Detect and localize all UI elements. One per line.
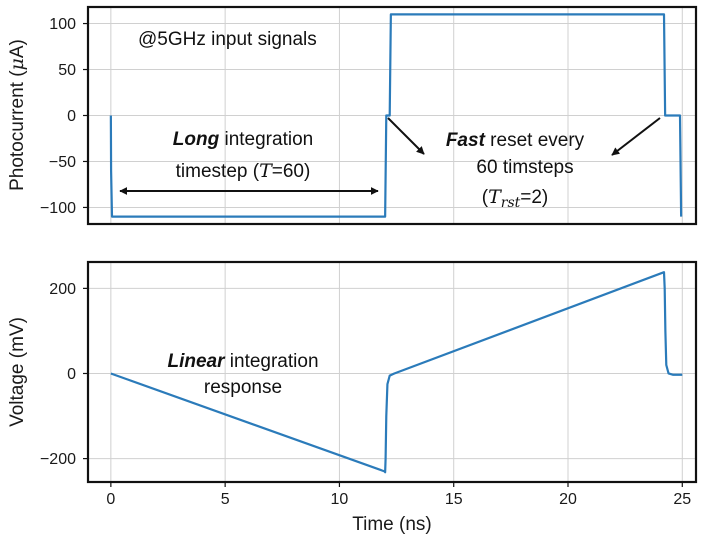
time-x-axis-label: Time (ns) (352, 514, 432, 535)
trst-annotation: (Trst=2) (482, 186, 549, 211)
x-tick-label: 0 (106, 491, 115, 508)
long-integration-annotation: Long integration (173, 129, 313, 150)
reset-arrow-left (387, 117, 425, 155)
reset-arrow-right (611, 117, 661, 156)
x-tick-label: 20 (559, 491, 577, 508)
voltage-x-ticks: 0 5 10 15 20 25 (106, 482, 691, 508)
y-tick-label: 100 (49, 16, 76, 33)
photocurrent-y-axis-label: Photocurrent (μA) (6, 39, 28, 191)
photocurrent-grid (88, 7, 696, 224)
signal-annotation: @5GHz input signals (138, 29, 317, 50)
voltage-y-axis-label: Voltage (mV) (7, 317, 28, 427)
linear-integration-annotation: Linear integration (167, 351, 318, 372)
y-tick-label: −50 (49, 154, 76, 171)
y-tick-label: 200 (49, 281, 76, 298)
photocurrent-series-line (109, 13, 683, 218)
response-annotation: response (204, 377, 282, 398)
x-tick-label: 5 (221, 491, 230, 508)
photocurrent-panel: −100 −50 0 50 100 Photocurrent (μA) @5GHz in… (6, 5, 698, 226)
y-tick-label: 50 (58, 62, 76, 79)
fast-reset-annotation: Fast reset every (446, 130, 585, 151)
timestep-annotation: timestep (T=60) (176, 160, 311, 182)
y-tick-label: −100 (40, 200, 76, 217)
y-tick-label: 0 (67, 108, 76, 125)
voltage-y-ticks: −200 0 200 (40, 281, 88, 468)
photocurrent-y-ticks: −100 −50 0 50 100 (40, 16, 88, 217)
y-tick-label: −200 (40, 451, 76, 468)
x-tick-label: 25 (673, 491, 691, 508)
x-tick-label: 15 (445, 491, 463, 508)
voltage-series-line (110, 271, 683, 474)
timesteps-annotation: 60 timsteps (476, 157, 573, 178)
x-tick-label: 10 (331, 491, 349, 508)
y-tick-label: 0 (67, 366, 76, 383)
voltage-plot-frame (86, 260, 698, 484)
voltage-panel: −200 0 200 0 5 10 15 20 25 Voltage (mV) Time (n… (7, 260, 698, 535)
